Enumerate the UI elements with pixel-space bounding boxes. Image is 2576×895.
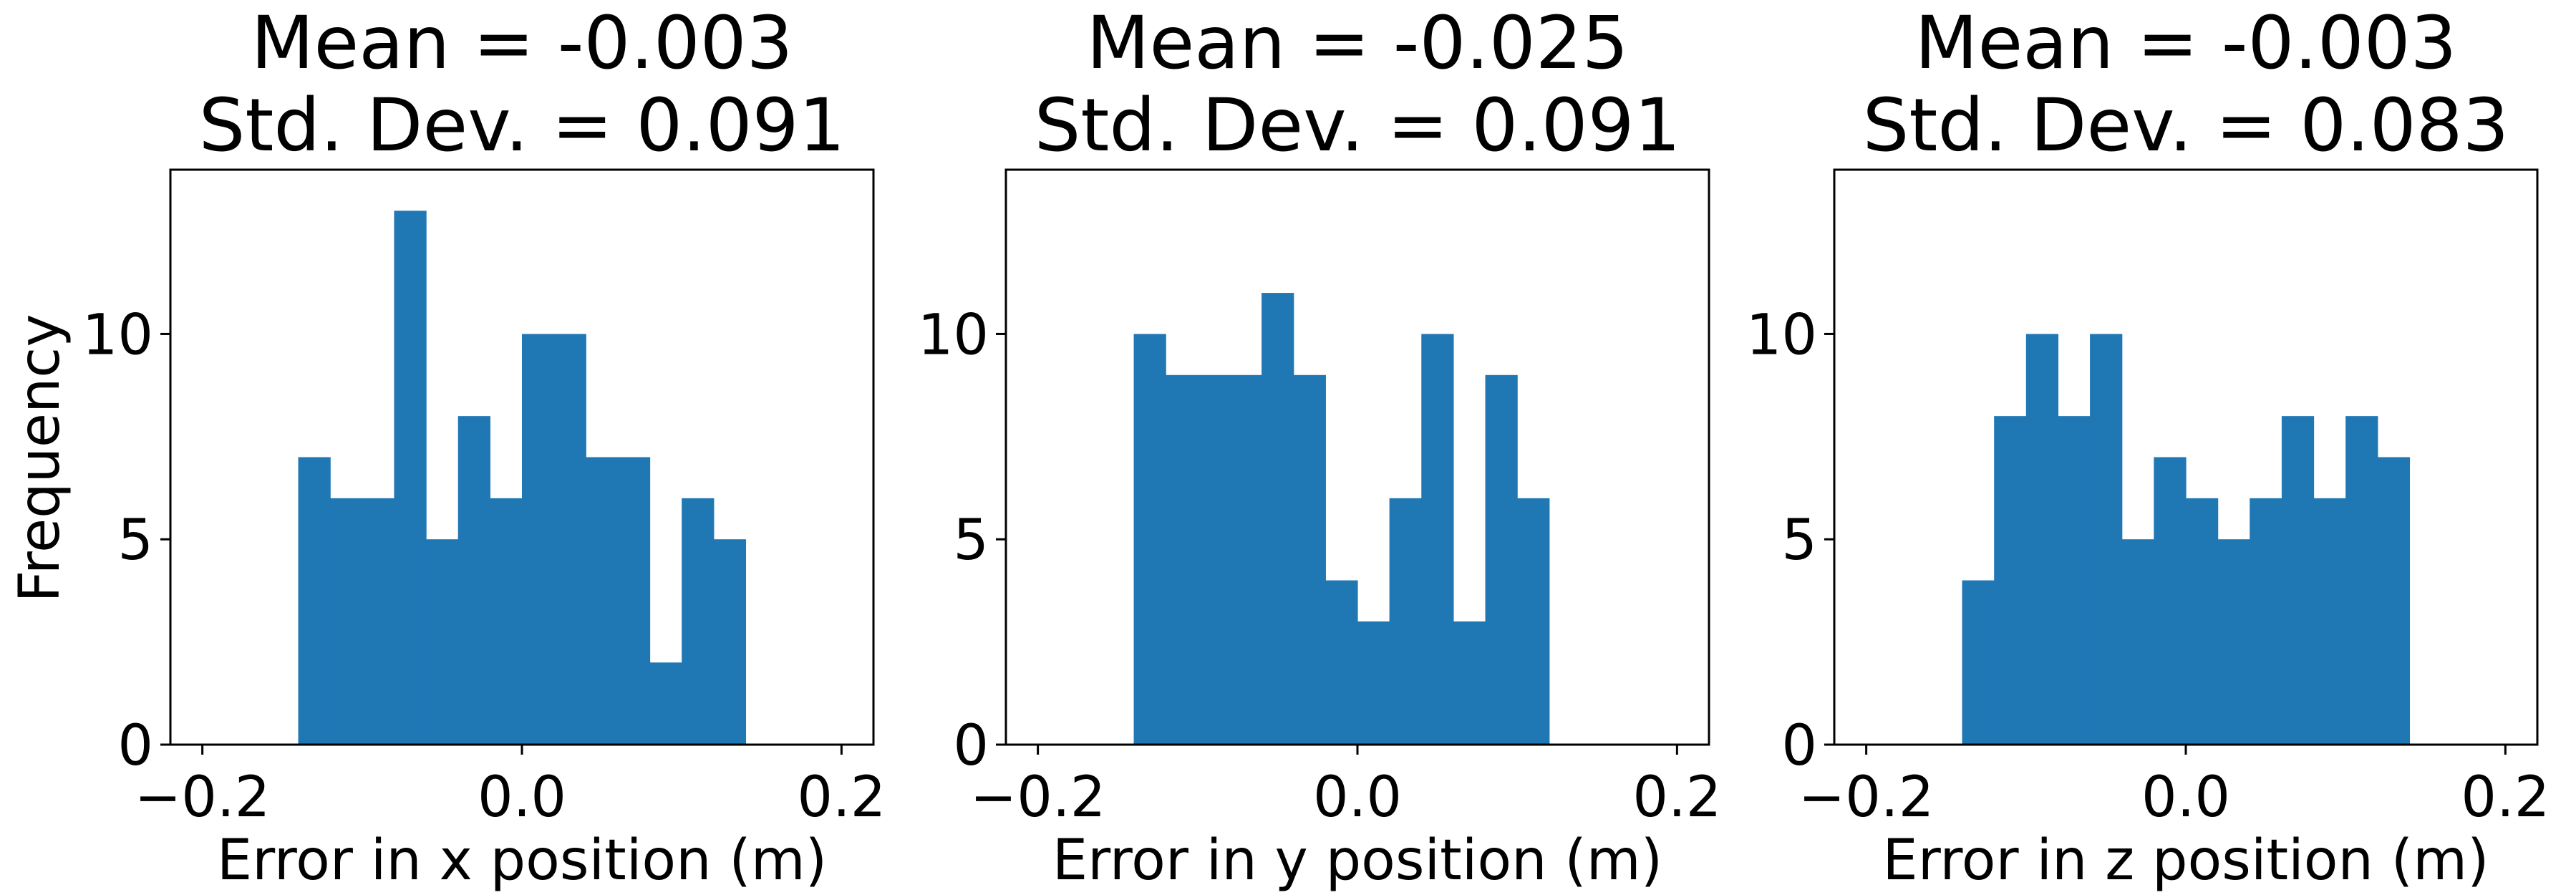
y-tick-label: 5	[953, 508, 989, 573]
x-tick-label: 0.2	[2461, 765, 2550, 830]
y-tick-label: 0	[117, 714, 153, 778]
histogram-bar	[330, 498, 363, 745]
histogram-bar	[394, 211, 427, 745]
histogram-bar	[298, 457, 331, 745]
x-tick-label: 0.0	[1313, 765, 1402, 830]
panel-title-std-dev: Std. Dev. = 0.091	[199, 83, 846, 168]
x-tick-label: −0.2	[1798, 765, 1934, 830]
histogram-bar	[682, 498, 715, 745]
histogram-bar	[1293, 374, 1326, 745]
histogram-bar	[2313, 498, 2346, 745]
histogram-bar	[490, 498, 523, 745]
x-axis-label: Error in y position (m)	[1052, 828, 1662, 893]
histogram-bar	[586, 457, 619, 745]
shared-y-axis-label: Frequency	[8, 314, 72, 603]
histogram-bar	[553, 334, 586, 745]
histogram-bar	[2186, 498, 2219, 745]
y-tick-label: 5	[117, 508, 153, 573]
x-tick-label: 0.0	[2141, 765, 2230, 830]
panel-title-std-dev: Std. Dev. = 0.083	[1863, 83, 2509, 168]
histogram-bar	[1325, 580, 1358, 745]
x-axis-label: Error in z position (m)	[1882, 828, 2489, 893]
x-tick-label: −0.2	[135, 765, 270, 830]
histogram-bar	[1357, 621, 1390, 745]
histogram-bar	[1517, 498, 1550, 745]
x-axis-label: Error in x position (m)	[217, 828, 827, 893]
histogram-bar	[2281, 416, 2315, 745]
y-tick-label: 0	[953, 714, 989, 778]
histogram-bar	[2154, 457, 2187, 745]
histogram-bar	[649, 662, 682, 745]
histogram-bar	[2345, 416, 2378, 745]
histogram-bar	[426, 539, 459, 745]
histogram-bar	[1421, 334, 1454, 745]
panel-title-mean: Mean = -0.003	[251, 1, 793, 86]
panel-title-mean: Mean = -0.003	[1914, 1, 2456, 86]
x-tick-label: −0.2	[970, 765, 1105, 830]
y-tick-label: 0	[1781, 714, 1817, 778]
histogram-bar	[362, 498, 395, 745]
histogram-bar	[2217, 539, 2250, 745]
y-tick-label: 10	[1746, 303, 1817, 367]
histogram-bar	[2058, 416, 2091, 745]
y-tick-label: 10	[918, 303, 989, 367]
panel-title-std-dev: Std. Dev. = 0.091	[1035, 83, 1681, 168]
y-tick-label: 10	[82, 303, 153, 367]
histogram-bar	[1485, 374, 1518, 745]
histogram-bar	[1994, 416, 2027, 745]
x-tick-label: 0.0	[478, 765, 566, 830]
histogram-bar	[457, 416, 490, 745]
histogram-bar	[1453, 621, 1486, 745]
histogram-bar	[713, 539, 747, 745]
x-tick-label: 0.2	[1632, 765, 1721, 830]
histogram-bar	[1166, 374, 1199, 745]
histogram-bar	[1197, 374, 1231, 745]
histogram-bar	[2377, 457, 2411, 745]
x-tick-label: 0.2	[797, 765, 886, 830]
histogram-bar	[1262, 293, 1294, 745]
histogram-bar	[2250, 498, 2282, 745]
histogram-bar	[1962, 580, 1995, 745]
panel-title-mean: Mean = -0.025	[1086, 1, 1628, 86]
histogram-bar	[2121, 539, 2154, 745]
histogram-bar	[2025, 334, 2059, 745]
histogram-bar	[2090, 334, 2123, 745]
y-tick-label: 5	[1781, 508, 1817, 573]
histogram-bar	[617, 457, 651, 745]
histogram-bar	[1133, 334, 1166, 745]
histogram-bar	[522, 334, 555, 745]
histogram-bar	[1229, 374, 1262, 745]
histogram-bar	[1389, 498, 1422, 745]
